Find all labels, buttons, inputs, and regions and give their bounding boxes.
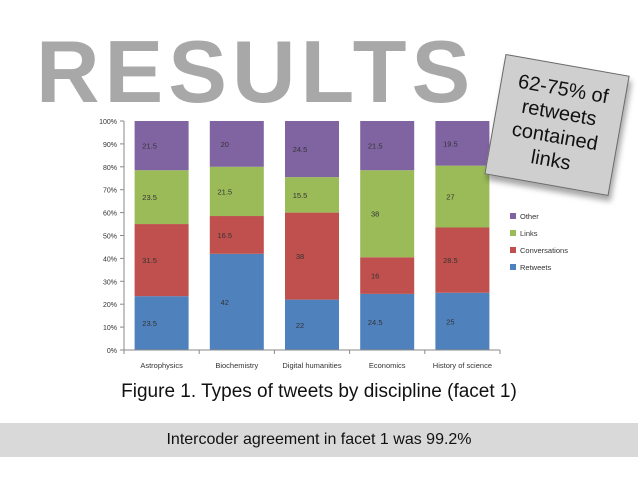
bar-other-1 <box>209 121 264 167</box>
x-tick-label: Economics <box>369 361 406 370</box>
data-label-other-1: 20 <box>221 140 229 149</box>
figure-caption: Figure 1. Types of tweets by discipline … <box>121 381 517 402</box>
intercoder-agreement-note: Intercoder agreement in facet 1 was 99.2… <box>166 431 472 448</box>
bar-conversations-1 <box>209 216 264 254</box>
results-heading: RESULTS <box>36 22 476 121</box>
data-label-links-2: 15.5 <box>293 191 308 200</box>
y-axis: 0% 10% 20% 30% 40% 50% 60% 70% 80% 90% 100% <box>99 119 125 355</box>
y-tick-label: 40% <box>103 256 117 263</box>
x-tick-label: History of science <box>433 361 492 370</box>
bar-conversations-4 <box>435 227 490 293</box>
bar-links-4 <box>435 165 490 228</box>
y-tick-label: 100% <box>99 119 117 126</box>
data-label-conversations-4: 28.5 <box>443 256 458 265</box>
data-label-other-4: 19.5 <box>443 139 458 148</box>
data-label-retweets-0: 23.5 <box>142 319 157 328</box>
bar-retweets-4 <box>435 292 490 350</box>
data-label-links-3: 38 <box>371 210 379 219</box>
bar-links-0 <box>134 170 189 225</box>
y-tick-label: 0% <box>107 348 117 355</box>
legend-swatch-other <box>510 213 516 219</box>
data-label-conversations-0: 31.5 <box>142 256 157 265</box>
data-label-retweets-1: 42 <box>221 298 229 307</box>
data-label-links-0: 23.5 <box>142 193 157 202</box>
y-tick-label: 60% <box>103 211 117 218</box>
data-label-retweets-4: 25 <box>446 317 454 326</box>
bar-links-2 <box>285 177 339 213</box>
callout-text: 62-75% of retweets contained links <box>510 70 611 175</box>
y-tick-label: 70% <box>103 188 117 195</box>
x-tick-label: Digital humanities <box>282 361 341 370</box>
data-label-retweets-3: 24.5 <box>368 318 383 327</box>
data-label-conversations-1: 16.5 <box>217 231 232 240</box>
bar-links-1 <box>209 166 264 217</box>
bar-conversations-3 <box>360 257 415 294</box>
stacked-bar-chart: 0% 10% 20% 30% 40% 50% 60% 70% 80% 90% 100% 23.5 31… <box>99 119 568 370</box>
data-label-other-3: 21.5 <box>368 142 383 151</box>
legend-label-conversations: Conversations <box>520 246 568 255</box>
bar-conversations-0 <box>134 224 189 297</box>
legend: Other Links Conversations Retweets <box>510 212 568 272</box>
data-label-other-0: 21.5 <box>142 142 157 151</box>
bar-retweets-1 <box>209 253 264 350</box>
data-label-links-1: 21.5 <box>217 187 232 196</box>
x-axis: Astrophysics Biochemistry Digital humaniti… <box>123 349 501 370</box>
data-label-other-2: 24.5 <box>293 145 308 154</box>
bar-layer: 23.5 31.5 23.5 21.5 42 16.5 21.5 20 22 38 15.5 24.5… <box>134 121 490 350</box>
data-label-conversations-3: 16 <box>371 272 379 281</box>
bar-other-0 <box>134 121 189 171</box>
bar-other-2 <box>285 121 339 178</box>
retweets-links-callout: 62-75% of retweets contained links <box>484 53 630 197</box>
bar-retweets-0 <box>134 296 189 350</box>
legend-label-retweets: Retweets <box>520 263 552 272</box>
bar-other-4 <box>435 121 490 166</box>
legend-swatch-links <box>510 230 516 236</box>
bar-retweets-2 <box>285 299 339 350</box>
legend-swatch-conversations <box>510 247 516 253</box>
y-tick-label: 30% <box>103 279 117 286</box>
y-tick-label: 50% <box>103 234 117 241</box>
data-label-retweets-2: 22 <box>296 321 304 330</box>
x-tick-label: Astrophysics <box>140 361 183 370</box>
y-tick-label: 90% <box>103 142 117 149</box>
y-tick-label: 80% <box>103 165 117 172</box>
bar-conversations-2 <box>285 212 339 300</box>
bar-other-3 <box>360 121 415 171</box>
footer-band: Intercoder agreement in facet 1 was 99.2… <box>0 423 638 457</box>
bar-links-3 <box>360 170 415 258</box>
y-tick-label: 20% <box>103 302 117 309</box>
y-tick-label: 10% <box>103 325 117 332</box>
x-tick-label: Biochemistry <box>215 361 258 370</box>
data-label-links-4: 27 <box>446 193 454 202</box>
bar-retweets-3 <box>360 293 415 350</box>
legend-label-links: Links <box>520 229 538 238</box>
legend-label-other: Other <box>520 212 539 221</box>
data-label-conversations-2: 38 <box>296 252 304 261</box>
legend-swatch-retweets <box>510 264 516 270</box>
